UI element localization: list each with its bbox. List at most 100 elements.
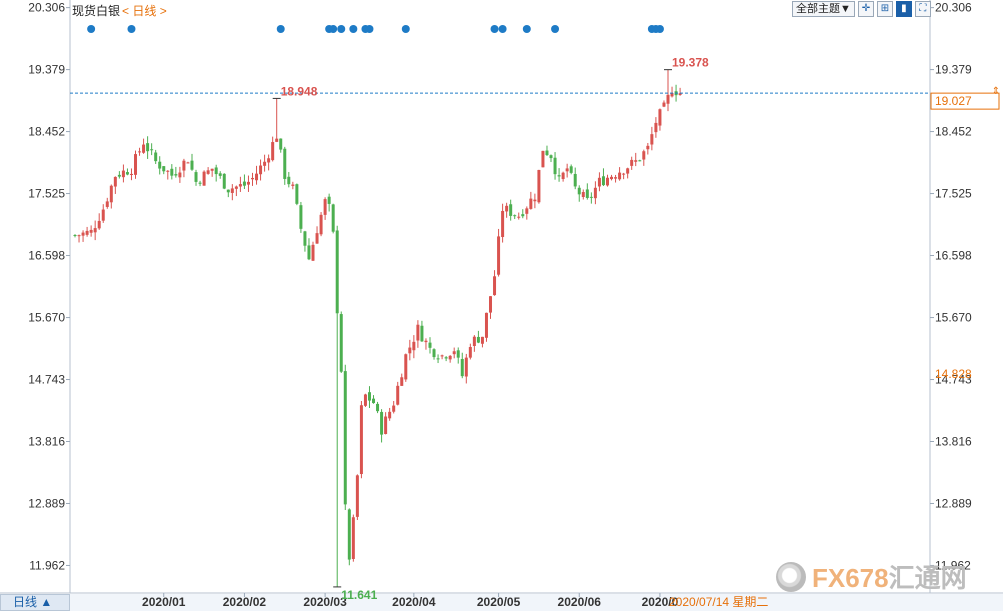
candle-body bbox=[363, 394, 367, 406]
candle-body bbox=[335, 230, 339, 314]
x-tick-label: 2020/02 bbox=[223, 595, 267, 609]
candle-body bbox=[666, 94, 670, 104]
crosshair-icon[interactable]: ✛ bbox=[857, 1, 874, 17]
x-axis-band bbox=[0, 594, 1003, 611]
candle-body bbox=[129, 173, 133, 175]
event-marker bbox=[337, 25, 346, 33]
candle-body bbox=[497, 236, 501, 275]
period-tab[interactable]: 日线 ▲ bbox=[0, 594, 70, 611]
candle-body bbox=[234, 186, 238, 189]
candle-body bbox=[125, 172, 129, 175]
y-tick-label-left: 18.452 bbox=[28, 125, 65, 139]
right-orange-label: 14.828 bbox=[935, 367, 972, 381]
event-marker bbox=[522, 25, 531, 33]
candle-body bbox=[230, 188, 234, 193]
y-tick-label-left: 11.962 bbox=[29, 558, 65, 572]
candle-body bbox=[142, 144, 146, 153]
candle-body bbox=[372, 398, 376, 404]
candle-body bbox=[222, 173, 226, 189]
candle-body bbox=[93, 228, 97, 233]
y-tick-label-left: 17.525 bbox=[28, 187, 65, 201]
fx678-logo-icon bbox=[776, 561, 806, 592]
candle-body bbox=[436, 358, 440, 360]
candle-body bbox=[198, 182, 202, 184]
theme-dropdown-button[interactable]: 全部主题▼ bbox=[792, 1, 855, 17]
candle-body bbox=[670, 93, 674, 97]
candle-body bbox=[226, 189, 230, 193]
candle-body bbox=[214, 167, 218, 175]
candle-body bbox=[537, 169, 541, 203]
candle-body bbox=[614, 177, 618, 179]
current-date-label: 2020/07/14 星期二 bbox=[669, 595, 768, 609]
candle-body bbox=[424, 340, 428, 343]
event-marker bbox=[349, 25, 358, 33]
x-tick-label: 2020/0 bbox=[642, 595, 679, 609]
candle-body bbox=[182, 160, 186, 171]
candle-body bbox=[448, 355, 452, 360]
candle-body bbox=[557, 175, 561, 177]
candle-body bbox=[509, 204, 513, 216]
candle-body bbox=[267, 158, 271, 163]
candle-body bbox=[480, 336, 484, 344]
y-tick-label-right: 20.306 bbox=[935, 1, 972, 15]
candle-body bbox=[597, 177, 601, 187]
y-tick-label-left: 12.889 bbox=[28, 496, 65, 510]
candle-body bbox=[117, 174, 121, 177]
candle-body bbox=[605, 177, 609, 186]
candlestick-icon[interactable]: ▮ bbox=[895, 1, 912, 17]
candle-body bbox=[460, 358, 464, 377]
candle-body bbox=[392, 405, 396, 412]
candle-body bbox=[170, 168, 174, 176]
candle-body bbox=[109, 185, 113, 203]
y-tick-label-left: 19.379 bbox=[28, 63, 65, 77]
chart-toolbar: 全部主题▼ ✛ ⊞ ▮ ⛶ bbox=[792, 1, 931, 17]
candle-body bbox=[569, 166, 573, 173]
y-tick-label-right: 11.962 bbox=[935, 558, 971, 572]
candle-body bbox=[343, 371, 347, 505]
candle-body bbox=[553, 157, 557, 175]
candle-body bbox=[589, 196, 593, 198]
x-tick-label: 2020/06 bbox=[558, 595, 602, 609]
candle-body bbox=[646, 145, 650, 150]
event-marker bbox=[655, 25, 664, 33]
candle-body bbox=[416, 324, 420, 341]
candle-body bbox=[85, 230, 89, 235]
current-price-box bbox=[930, 92, 1000, 110]
candle-body bbox=[517, 216, 521, 218]
candle-body bbox=[468, 347, 472, 358]
candle-body bbox=[376, 403, 380, 412]
candle-body bbox=[476, 336, 480, 343]
candle-body bbox=[210, 168, 214, 171]
grid-icon[interactable]: ⊞ bbox=[876, 1, 893, 17]
candle-body bbox=[452, 351, 456, 355]
candle-body bbox=[367, 392, 371, 401]
candle-body bbox=[311, 244, 315, 261]
candle-body bbox=[113, 176, 117, 187]
candle-body bbox=[315, 233, 319, 244]
candle-body bbox=[484, 312, 488, 338]
candle-body bbox=[545, 150, 549, 156]
candle-body bbox=[610, 176, 614, 180]
fullscreen-icon[interactable]: ⛶ bbox=[914, 1, 931, 17]
candle-body bbox=[541, 150, 545, 168]
candle-body bbox=[654, 122, 658, 133]
candle-body bbox=[246, 181, 250, 185]
candle-body bbox=[238, 184, 242, 187]
candle-body bbox=[618, 172, 622, 180]
candle-body bbox=[581, 192, 585, 197]
candle-body bbox=[162, 166, 166, 172]
event-marker bbox=[87, 25, 96, 33]
y-tick-label-right: 17.525 bbox=[935, 187, 972, 201]
y-tick-label-left: 14.743 bbox=[28, 373, 65, 387]
period-selector[interactable]: < 日线 > bbox=[122, 4, 167, 18]
candle-body bbox=[622, 173, 626, 175]
candle-body bbox=[456, 350, 460, 358]
y-tick-label-right: 13.816 bbox=[935, 435, 972, 449]
candle-body bbox=[388, 411, 392, 419]
event-marker bbox=[276, 25, 285, 33]
candle-body bbox=[678, 93, 682, 95]
candle-body bbox=[275, 138, 279, 142]
event-marker bbox=[401, 25, 410, 33]
y-tick-label-left: 16.598 bbox=[28, 249, 65, 263]
